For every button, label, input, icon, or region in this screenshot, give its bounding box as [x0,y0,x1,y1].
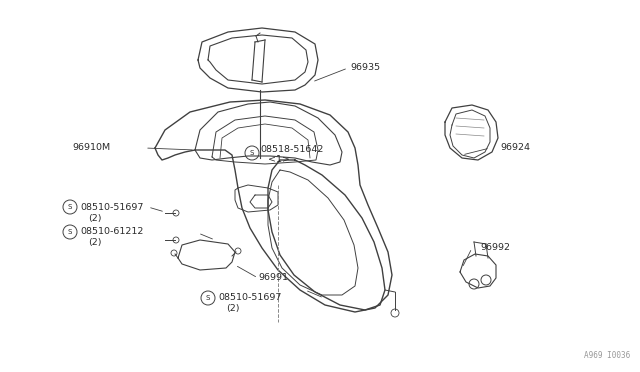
Text: S: S [206,295,210,301]
Text: 08510-51697: 08510-51697 [80,202,143,212]
Text: 08518-51642: 08518-51642 [260,145,323,154]
Text: 96924: 96924 [500,144,530,153]
Text: (2): (2) [88,214,102,222]
Text: (2): (2) [226,304,239,312]
Text: 08510-61212: 08510-61212 [80,228,143,237]
Text: <1>: <1> [268,155,290,164]
Text: S: S [68,204,72,210]
Text: A969 I0036: A969 I0036 [584,351,630,360]
Text: S: S [68,229,72,235]
Text: 96991: 96991 [258,273,288,282]
Text: 96992: 96992 [480,244,510,253]
Text: S: S [250,150,254,156]
Text: 96910M: 96910M [72,144,110,153]
Text: 96935: 96935 [350,64,380,73]
Text: (2): (2) [88,237,102,247]
Text: 08510-51697: 08510-51697 [218,294,282,302]
